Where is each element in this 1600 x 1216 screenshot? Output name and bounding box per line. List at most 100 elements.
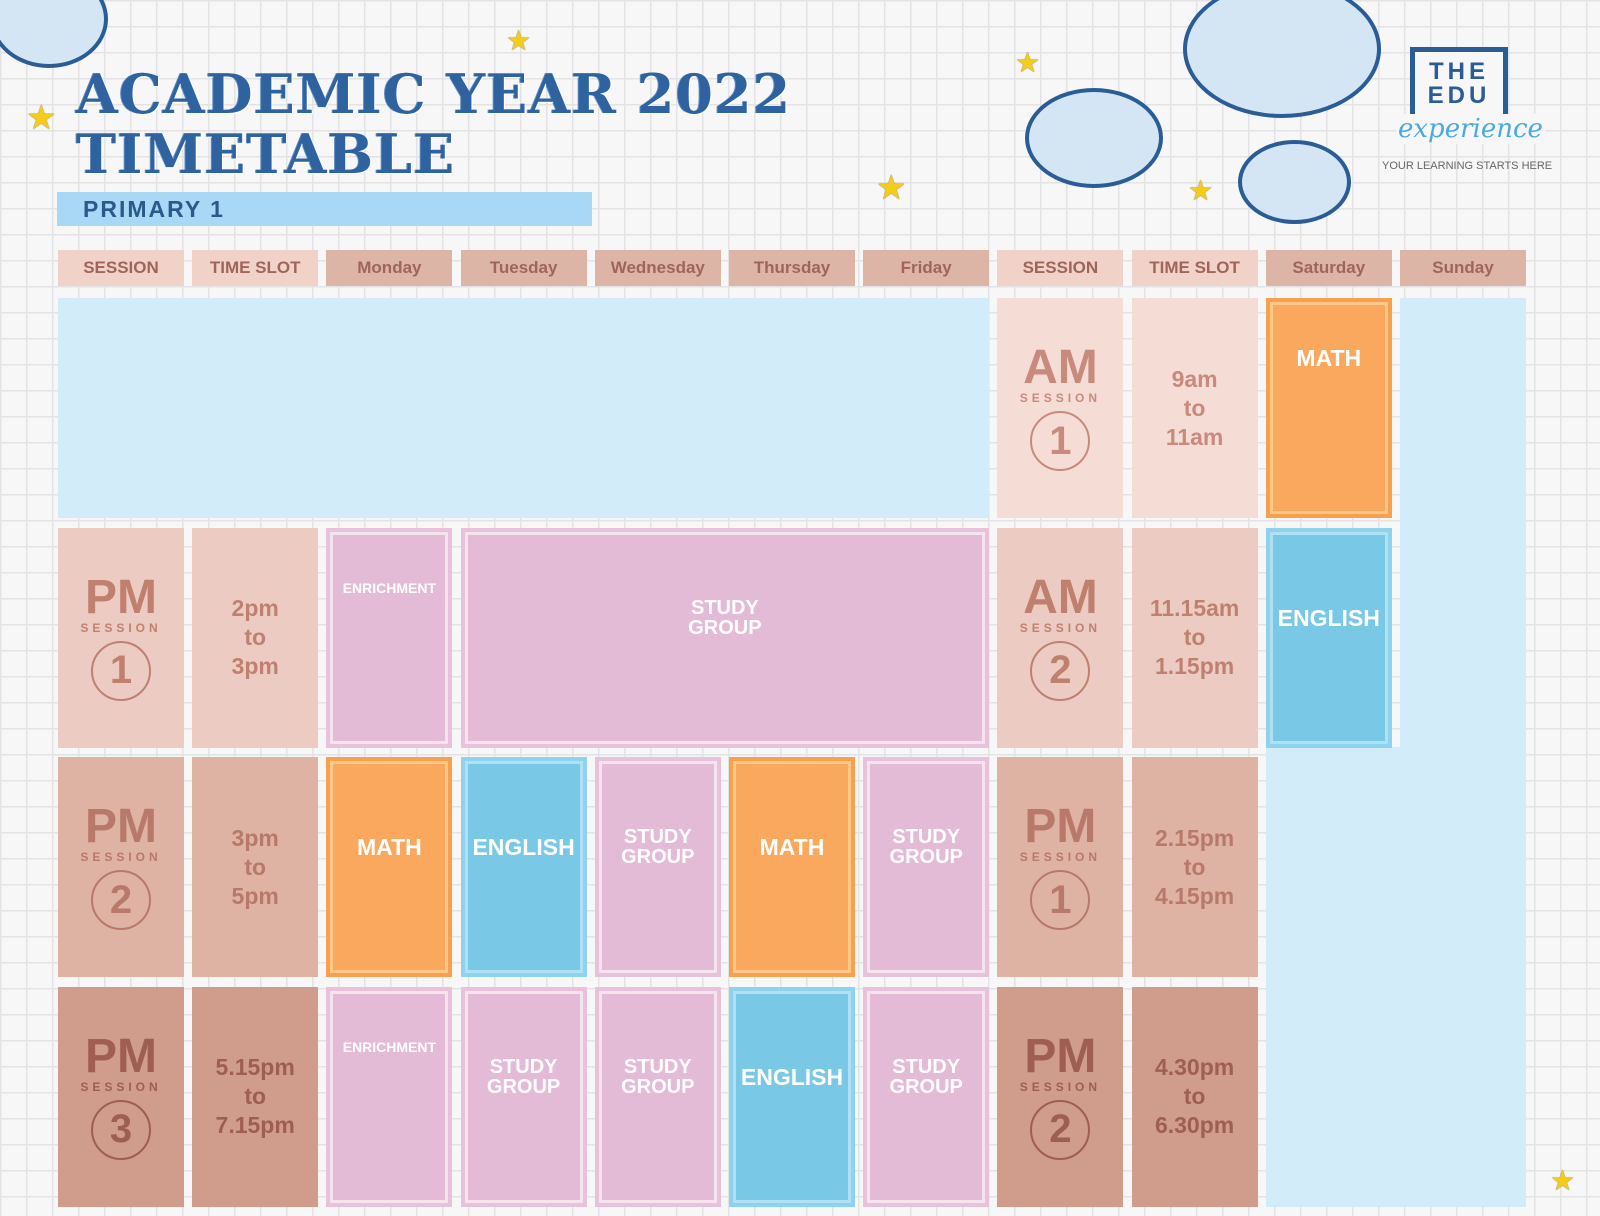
subject-label: ENGLISH [740, 1063, 844, 1090]
subject-cell[interactable]: ENGLISH [729, 986, 855, 1207]
time-text: 4.30pm [1154, 1054, 1235, 1081]
subject-cell[interactable]: ENGLISH [1265, 527, 1392, 748]
time-text: 11.15am [1149, 595, 1240, 622]
time-text: 1.15pm [1154, 653, 1235, 680]
session-word: SESSION [80, 1079, 162, 1094]
session-cell: PM SESSION 2 [58, 757, 184, 978]
session-word: SESSION [1019, 620, 1102, 635]
session-label: PM [85, 570, 157, 624]
cloud-decoration [0, 0, 108, 68]
column-header: Wednesday [594, 250, 721, 286]
subject-cell[interactable]: STUDY GROUP [594, 757, 721, 978]
subject-cell[interactable]: MATH [1265, 298, 1392, 518]
logo-the: THE [1429, 58, 1489, 85]
session-number: 1 [91, 640, 151, 701]
session-word: SESSION [1019, 850, 1102, 865]
subject-label: ENRICHMENT [342, 579, 437, 596]
time-text: 7.15pm [215, 1112, 295, 1139]
subject-cell[interactable]: ENRICHMENT [326, 986, 453, 1207]
column-header: Friday [863, 250, 990, 286]
logo-tagline: YOUR LEARNING STARTS HERE [1382, 160, 1553, 172]
subject-cell[interactable]: MATH [729, 757, 855, 978]
subject-cell[interactable]: ENGLISH [460, 757, 587, 978]
session-word: SESSION [80, 620, 162, 635]
subject-cell[interactable]: STUDY GROUP [594, 986, 721, 1207]
session-number: 1 [1030, 870, 1091, 931]
time-slot-cell: 3pm to 5pm [192, 757, 319, 978]
time-slot-cell: 4.30pm to 6.30pm [1131, 986, 1258, 1207]
time-slot-cell: 9am to 11am [1131, 298, 1258, 518]
time-text: 9am [1171, 365, 1218, 392]
time-text: to [244, 624, 267, 651]
session-label: AM [1023, 570, 1098, 624]
column-header: Monday [326, 250, 453, 286]
time-text: 2pm [231, 595, 279, 622]
subject-cell[interactable]: ENRICHMENT [326, 527, 453, 748]
time-slot-cell: 11.15am to 1.15pm [1131, 527, 1258, 748]
subject-label: STUDY GROUP [621, 826, 695, 869]
time-text: to [1183, 624, 1206, 651]
subject-cell[interactable]: STUDY GROUP [863, 757, 990, 978]
star-icon: ★ [1015, 47, 1041, 78]
subject-label: STUDY GROUP [889, 1055, 963, 1098]
subject-label: ENRICHMENT [342, 1038, 437, 1055]
time-text: 6.30pm [1154, 1112, 1235, 1139]
time-text: to [244, 853, 267, 880]
subject-cell[interactable]: MATH [326, 757, 453, 978]
page-title: ACADEMIC YEAR 2022 [76, 62, 792, 126]
session-cell: PM SESSION 2 [997, 986, 1124, 1207]
cloud-decoration [1025, 88, 1163, 188]
session-number: 2 [91, 870, 151, 931]
session-number: 3 [91, 1099, 151, 1160]
column-header: SESSION [58, 250, 184, 286]
logo-experience: experience [1396, 114, 1545, 144]
subject-label: MATH [759, 834, 825, 861]
session-cell: AM SESSION 1 [997, 298, 1124, 518]
session-word: SESSION [1019, 391, 1102, 405]
star-icon: ★ [1550, 1165, 1576, 1196]
time-text: to [1183, 853, 1206, 880]
time-text: 4.15pm [1154, 882, 1235, 909]
cloud-decoration [1238, 140, 1351, 224]
subject-cell[interactable]: STUDY GROUP [460, 986, 587, 1207]
session-cell: PM SESSION 3 [58, 986, 184, 1207]
column-header: TIME SLOT [192, 250, 319, 286]
time-slot-cell: 5.15pm to 7.15pm [192, 986, 319, 1207]
session-word: SESSION [80, 850, 162, 865]
column-header: Thursday [729, 250, 855, 286]
time-text: to [244, 1083, 267, 1110]
star-icon: ★ [1188, 175, 1214, 206]
subject-label: STUDY GROUP [889, 826, 963, 869]
session-cell: AM SESSION 2 [997, 527, 1124, 748]
subject-label: STUDY GROUP [486, 1055, 561, 1098]
session-cell: PM SESSION 1 [997, 757, 1124, 978]
session-label: PM [85, 1029, 157, 1083]
star-icon: ★ [876, 169, 907, 207]
time-slot-cell: 2.15pm to 4.15pm [1131, 757, 1258, 978]
star-icon: ★ [506, 25, 532, 56]
subject-label: MATH [357, 834, 422, 861]
session-word: SESSION [1019, 1079, 1102, 1094]
session-number: 2 [1030, 1099, 1091, 1160]
logo-edu: EDU [1427, 82, 1491, 109]
grade-banner: PRIMARY 1 [57, 192, 592, 226]
column-header: TIME SLOT [1131, 250, 1258, 286]
time-text: to [1183, 394, 1206, 421]
subject-label: STUDY GROUP [688, 596, 762, 639]
subject-cell[interactable]: STUDY GROUP [460, 527, 990, 748]
column-header: Sunday [1400, 250, 1526, 286]
star-icon: ★ [26, 99, 57, 137]
session-label: PM [85, 800, 157, 854]
session-number: 2 [1030, 640, 1091, 701]
subject-cell[interactable]: STUDY GROUP [863, 986, 990, 1207]
time-text: 5.15pm [215, 1054, 295, 1081]
subject-label: STUDY GROUP [621, 1055, 695, 1098]
page-subtitle: TIMETABLE [76, 122, 456, 186]
time-text: 3pm [231, 824, 279, 851]
subject-label: ENGLISH [472, 834, 575, 861]
column-header: SESSION [997, 250, 1124, 286]
time-text: 2.15pm [1154, 824, 1235, 851]
time-text: to [1183, 1083, 1206, 1110]
subject-label: MATH [1296, 345, 1362, 371]
column-header: Saturday [1265, 250, 1392, 286]
